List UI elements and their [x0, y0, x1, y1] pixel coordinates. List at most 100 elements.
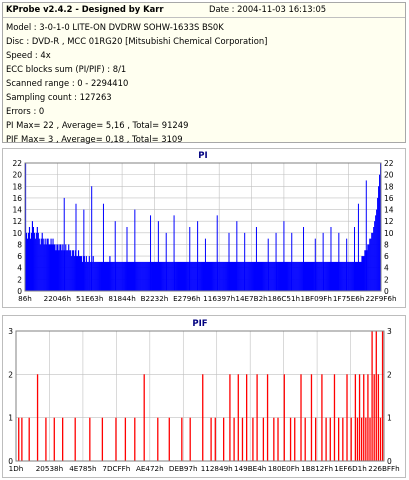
pi-ytick-right: 20 — [384, 171, 394, 180]
pi-bar — [153, 261, 155, 291]
pif-bar — [333, 374, 336, 461]
pi-bar — [289, 261, 291, 291]
pi-bar — [47, 238, 49, 291]
pi-bar — [185, 261, 187, 291]
pi-bar — [183, 261, 186, 291]
pif-bar — [350, 417, 352, 461]
pi-bar — [283, 261, 286, 291]
pif-bar — [294, 417, 296, 461]
pi-bar — [285, 261, 287, 291]
pi-bar — [115, 261, 117, 291]
pi-bar — [336, 261, 338, 291]
pi-bar — [105, 261, 107, 291]
pi-bar — [342, 261, 344, 291]
pi-bar — [233, 261, 236, 291]
pi-bar — [109, 256, 111, 291]
pif-bar — [143, 374, 145, 461]
pi-xtick-label: 22F9F6h — [365, 294, 396, 303]
pi-bar — [128, 261, 131, 291]
pi-bar — [106, 261, 108, 291]
pi-bar — [347, 261, 349, 291]
pi-bar — [280, 261, 283, 291]
pi-bar — [372, 232, 374, 291]
pi-bar — [297, 261, 299, 291]
pi-bar — [312, 261, 314, 291]
pi-bar — [101, 261, 103, 291]
pi-bar — [123, 261, 125, 291]
pi-bar — [118, 261, 120, 291]
pi-bar — [84, 261, 86, 291]
pi-bar — [234, 261, 236, 291]
pi-bar — [348, 261, 350, 291]
pif-xtick-label: 7DCFFh — [102, 464, 130, 473]
pi-bar — [205, 261, 207, 291]
pi-xtick-label: 1BF09Fh — [301, 294, 332, 303]
pi-bar — [56, 244, 58, 291]
pif-bar — [373, 374, 375, 461]
pi-bar — [370, 238, 372, 291]
pi-bar — [108, 261, 110, 291]
pi-bar — [291, 261, 293, 291]
pi-bar — [239, 261, 241, 291]
pi-bar — [28, 227, 31, 291]
pif-bar — [363, 374, 365, 461]
pi-bar — [339, 261, 341, 291]
pi-bar — [335, 261, 338, 291]
pi-bar — [207, 261, 209, 291]
pi-bar — [166, 261, 168, 291]
pi-bar — [362, 256, 364, 291]
pi-bar — [260, 261, 262, 291]
pi-bar — [211, 261, 213, 291]
pi-bar — [358, 261, 360, 291]
pi-bar — [77, 250, 80, 291]
pi-bar — [304, 261, 306, 291]
pif-bar — [246, 374, 248, 461]
pi-bar — [232, 261, 235, 291]
pi-bar — [363, 256, 365, 291]
pi-bar — [113, 261, 115, 291]
info-pif-summary: PIF Max= 3 , Average= 0,18 , Total= 3109 — [6, 134, 183, 144]
pif-bar — [262, 417, 265, 461]
pi-bar — [210, 261, 212, 291]
pi-bar — [25, 163, 27, 291]
pi-bar — [278, 261, 280, 291]
pi-bar — [189, 261, 191, 291]
pi-bar — [151, 261, 153, 291]
pi-bar — [247, 261, 249, 291]
pi-bar — [265, 261, 267, 291]
pi-bar — [58, 250, 60, 291]
pi-bar — [171, 261, 173, 291]
pi-bar — [169, 261, 171, 291]
pi-xtick-label: 116397h — [203, 294, 235, 303]
pi-bar — [344, 261, 346, 291]
pi-xtick-label: 86h — [18, 294, 32, 303]
pi-bar — [174, 261, 176, 291]
pi-bar — [181, 261, 184, 291]
pi-bar — [212, 261, 214, 291]
pi-bar — [318, 261, 320, 291]
pi-bar — [76, 256, 79, 291]
pif-bar — [369, 417, 371, 461]
pi-bar — [200, 261, 202, 291]
pi-bar — [321, 261, 323, 291]
pi-bar — [125, 261, 127, 291]
pi-bar — [194, 261, 196, 291]
pif-bar — [283, 374, 285, 461]
pi-bar — [331, 261, 334, 291]
pi-bar — [352, 261, 354, 291]
pi-bar — [62, 244, 64, 291]
pi-bar — [261, 261, 263, 291]
pi-bar — [332, 261, 335, 291]
pi-bar — [142, 261, 144, 291]
pi-bar — [325, 261, 327, 291]
pif-xtick-label: 226BFFh — [368, 464, 399, 473]
pif-bar — [181, 417, 183, 461]
pi-bar — [356, 261, 358, 291]
pif-xtick-label: 20538h — [36, 464, 63, 473]
pi-bar — [43, 244, 45, 291]
pi-ytick-left: 22 — [12, 159, 22, 168]
pi-bar — [134, 261, 136, 291]
pi-bar — [225, 261, 227, 291]
pi-xtick-label: 81844h — [108, 294, 135, 303]
pi-bar — [300, 261, 302, 291]
